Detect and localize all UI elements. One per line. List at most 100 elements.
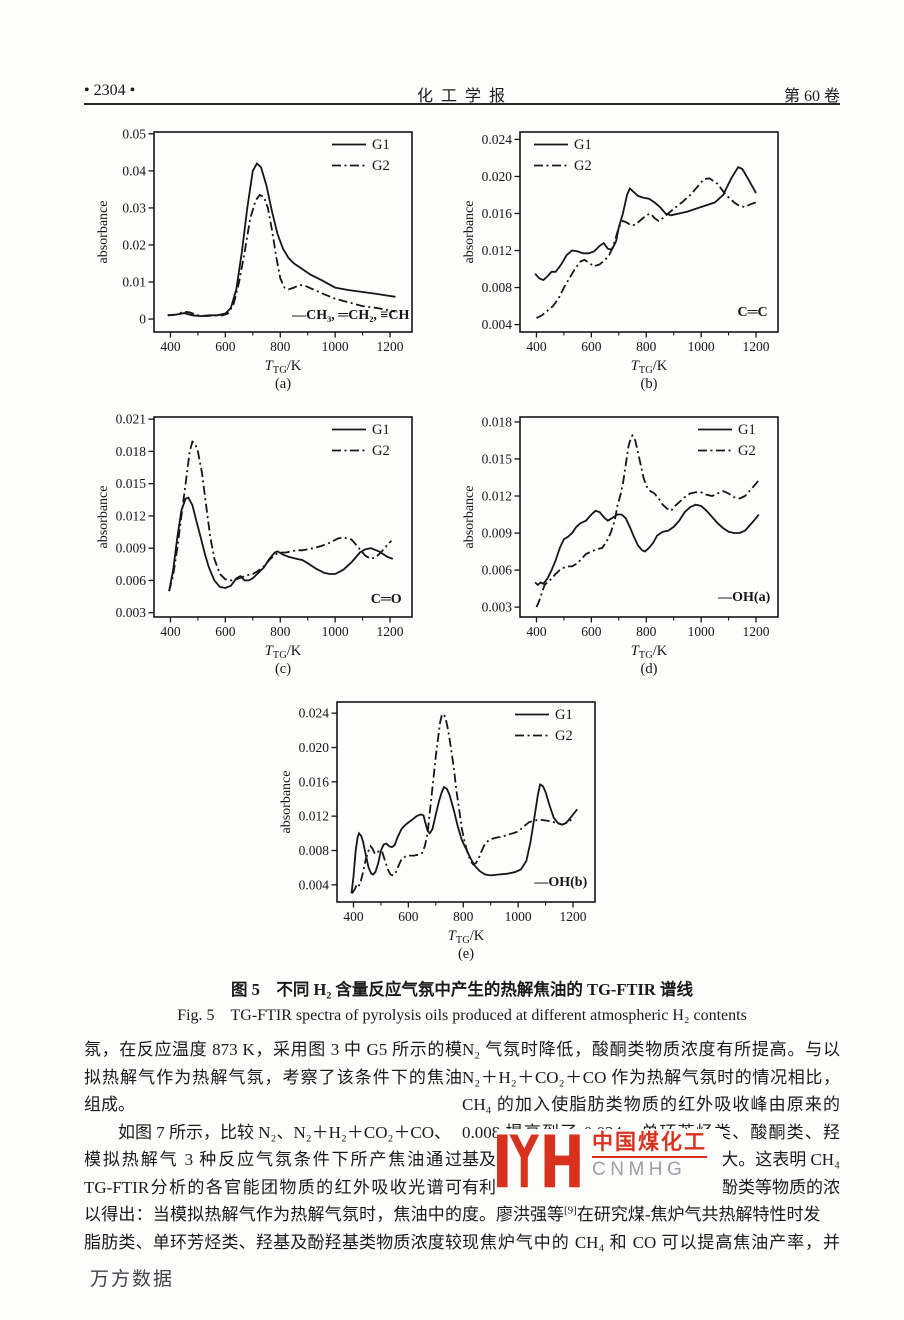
- body-fragment: 大。这表明 CH₄: [721, 1150, 840, 1169]
- figure-caption-zh: 图 5 不同 H₂ 含量反应气氛中产生的热解焦油的 TG-FTIR 谱线: [231, 980, 693, 999]
- svg-text:0.04: 0.04: [122, 163, 146, 178]
- svg-text:C═C: C═C: [738, 305, 768, 320]
- chart-c-svg: 400 600 800 1000 1200 0.003 0.006 0.009 0.012 0.0…: [96, 412, 413, 677]
- svg-text:1200: 1200: [743, 339, 770, 354]
- svg-text:0.018: 0.018: [116, 444, 147, 459]
- svg-text:400: 400: [160, 624, 181, 639]
- body-fragment: 基及: [462, 1150, 496, 1169]
- svg-text:(d): (d): [641, 661, 658, 677]
- svg-text:600: 600: [215, 624, 236, 639]
- svg-text:absorbance: absorbance: [279, 771, 294, 834]
- svg-text:C═O: C═O: [371, 592, 402, 607]
- svg-text:1000: 1000: [505, 909, 532, 924]
- svg-text:0.02: 0.02: [122, 237, 146, 252]
- svg-text:G1: G1: [574, 137, 592, 153]
- svg-text:G1: G1: [738, 422, 756, 438]
- svg-text:1000: 1000: [688, 339, 715, 354]
- svg-text:0.012: 0.012: [299, 809, 329, 824]
- svg-text:800: 800: [636, 339, 657, 354]
- watermark-title: 中国煤化工: [592, 1130, 707, 1159]
- body-line: 以得出：当模拟热解气作为热解气氛时，焦油中的: [84, 1205, 462, 1224]
- svg-text:0.003: 0.003: [116, 605, 147, 620]
- body-fragment: 有利: [462, 1177, 496, 1197]
- body-line: TG-FTIR分析的各官能团物质的红外吸收光谱可: [84, 1177, 462, 1197]
- svg-text:400: 400: [343, 909, 364, 924]
- body-line: N₂＋H₂＋CO₂＋CO 作为热解气氛时的情况相比，: [462, 1067, 840, 1087]
- svg-text:—OH(b): —OH(b): [533, 875, 587, 890]
- svg-text:TTG/K: TTG/K: [631, 643, 668, 661]
- chart-d-svg: 400 600 800 1000 1200 0.003 0.006 0.009 0.012 0.0…: [462, 414, 779, 677]
- figure-caption-en: Fig. 5 TG-FTIR spectra of pyrolysis oils…: [177, 1007, 747, 1024]
- svg-text:(a): (a): [275, 376, 291, 392]
- chart-panel-a: 400 600 800 1000 1200 0 0.01 0.02 0.03 0.04 0.05 G1…: [92, 121, 426, 393]
- svg-text:—OH(a): —OH(a): [717, 590, 770, 605]
- svg-text:0.008: 0.008: [482, 280, 513, 295]
- svg-text:400: 400: [160, 339, 181, 354]
- svg-text:1200: 1200: [377, 624, 404, 639]
- body-line: 脂肪类、单环芳烃类、羟基及酚羟基类物质浓度较: [84, 1232, 462, 1252]
- svg-text:800: 800: [270, 339, 291, 354]
- svg-text:0.015: 0.015: [116, 476, 147, 491]
- svg-text:0.006: 0.006: [116, 573, 147, 588]
- svg-text:G2: G2: [372, 158, 390, 174]
- svg-text:1000: 1000: [322, 339, 349, 354]
- watermark-text: 中国煤化工 CNMHG: [592, 1129, 707, 1182]
- svg-text:TTG/K: TTG/K: [631, 358, 668, 376]
- svg-text:G2: G2: [574, 158, 592, 174]
- svg-text:(c): (c): [275, 661, 291, 677]
- body-fragment: 度。廖洪强等: [462, 1205, 564, 1224]
- svg-text:(e): (e): [458, 946, 474, 962]
- svg-text:1000: 1000: [688, 624, 715, 639]
- svg-text:0: 0: [139, 312, 146, 327]
- svg-text:800: 800: [636, 624, 657, 639]
- svg-text:—CH₃, ═CH₂, ≡CH: —CH₃, ═CH₂, ≡CH: [291, 308, 409, 323]
- svg-text:400: 400: [526, 339, 547, 354]
- svg-text:0.006: 0.006: [482, 563, 513, 578]
- body-line: N₂ 气氛时降低，酸酮类物质浓度有所提高。与以: [462, 1040, 840, 1059]
- svg-text:800: 800: [453, 909, 474, 924]
- footer-brand: 万方数据: [90, 1269, 175, 1290]
- body-line: 基及 大。这表明 CH₄: [462, 1146, 840, 1174]
- svg-text:G1: G1: [555, 707, 573, 723]
- cnmhg-watermark: 中国煤化工 CNMHG: [497, 1129, 723, 1199]
- svg-text:0.018: 0.018: [482, 414, 513, 429]
- svg-text:0.05: 0.05: [122, 126, 146, 141]
- body-left-column: 氛，在反应温度 873 K，采用图 3 中 G5 所示的模 拟热解气作为热解气氛…: [84, 1036, 462, 1256]
- svg-text:G2: G2: [555, 728, 573, 744]
- svg-text:0.024: 0.024: [299, 706, 330, 721]
- svg-text:0.020: 0.020: [299, 740, 330, 755]
- chart-a-svg: 400 600 800 1000 1200 0 0.01 0.02 0.03 0.04 0.05 G1…: [96, 126, 413, 392]
- cnmhg-logo-icon: [497, 1134, 580, 1188]
- svg-text:(b): (b): [641, 376, 658, 392]
- page-header: • 2304 • 化 工 学 报 第 60 卷: [84, 82, 840, 105]
- svg-text:0.004: 0.004: [299, 877, 330, 892]
- watermark-subtitle: CNMHG: [592, 1159, 687, 1181]
- chart-e-svg: 400 600 800 1000 1200 0.004 0.008 0.012 0.016 0.0…: [279, 701, 596, 962]
- svg-text:absorbance: absorbance: [96, 486, 111, 549]
- svg-text:TTG/K: TTG/K: [265, 358, 302, 376]
- svg-text:0.012: 0.012: [482, 243, 512, 258]
- svg-text:0.024: 0.024: [482, 132, 513, 147]
- svg-text:0.016: 0.016: [482, 206, 513, 221]
- body-line: 现焦炉气中的 CH₄ 和 CO 可以提高焦油产率，并: [462, 1232, 840, 1252]
- svg-text:600: 600: [215, 339, 236, 354]
- body-line: 如图 7 所示，比较 N₂、N₂＋H₂＋CO₂＋CO、: [118, 1122, 452, 1142]
- svg-text:0.012: 0.012: [116, 508, 146, 523]
- svg-text:600: 600: [581, 339, 602, 354]
- svg-text:600: 600: [398, 909, 419, 924]
- chart-panel-b: 400 600 800 1000 1200 0.004 0.008 0.012 0.016 0.0…: [458, 121, 792, 393]
- body-fragment: 在研究煤-焦炉气共热解特性时发: [576, 1205, 821, 1224]
- svg-text:0.021: 0.021: [116, 412, 146, 427]
- body-line: 有利 酚类等物质的浓: [462, 1174, 840, 1202]
- svg-text:1200: 1200: [743, 624, 770, 639]
- body-line: 模拟热解气 3 种反应气氛条件下所产焦油通过: [84, 1150, 462, 1169]
- page-number: • 2304 •: [84, 82, 136, 99]
- svg-text:absorbance: absorbance: [96, 201, 111, 264]
- citation-marker: [9]: [564, 1204, 577, 1217]
- svg-text:G2: G2: [738, 443, 756, 459]
- body-line: 拟热解气作为热解气氛，考察了该条件下的焦油: [84, 1067, 462, 1087]
- svg-text:0.009: 0.009: [116, 541, 147, 556]
- svg-text:0.015: 0.015: [482, 451, 513, 466]
- svg-text:1200: 1200: [377, 339, 404, 354]
